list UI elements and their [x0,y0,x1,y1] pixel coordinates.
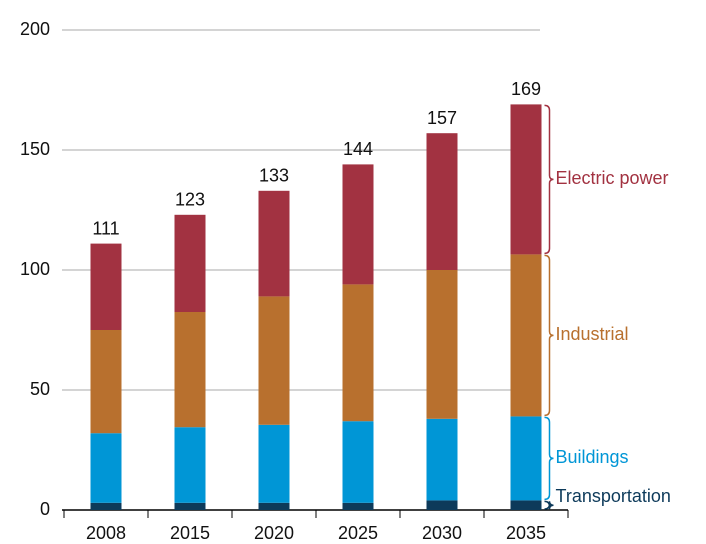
bar-segment [342,502,374,510]
bar-segment [174,214,206,312]
bar-segment [510,104,542,255]
legend-label: Electric power [556,168,669,188]
bar-segment [426,500,458,510]
total-label: 133 [259,166,289,186]
bar-segment [510,416,542,501]
total-label: 169 [511,79,541,99]
bar-segment [258,424,290,503]
bar-segment [342,421,374,503]
bar-segment [258,190,290,297]
x-tick-label: 2030 [422,523,462,543]
bar-segment [174,312,206,428]
y-tick-label: 50 [30,379,50,399]
bar-segment [342,164,374,285]
y-tick-label: 150 [20,139,50,159]
bar-segment [426,133,458,270]
bar-segment [426,270,458,419]
legend-label: Buildings [556,447,629,467]
total-label: 157 [427,108,457,128]
bar-segment [342,284,374,422]
legend-brace [544,500,554,510]
bar-segment [510,500,542,510]
y-tick-label: 200 [20,19,50,39]
y-tick-label: 100 [20,259,50,279]
x-tick-label: 2035 [506,523,546,543]
legend-label: Industrial [556,324,629,344]
total-label: 111 [92,218,119,238]
y-tick-label: 0 [40,499,50,519]
bar-segment [174,502,206,510]
x-tick-label: 2020 [254,523,294,543]
bar-segment [258,296,290,425]
total-label: 123 [175,190,205,210]
bar-segment [174,427,206,503]
legend-label: Transportation [556,486,671,506]
x-tick-label: 2025 [338,523,378,543]
bar-segment [90,502,122,510]
legend-brace [544,104,554,255]
bar-segment [426,418,458,501]
bar-segment [90,243,122,330]
bar-segment [90,433,122,503]
bar-segment [90,330,122,434]
x-tick-label: 2008 [86,523,126,543]
legend-brace [544,416,554,501]
x-tick-label: 2015 [170,523,210,543]
total-label: 144 [343,139,373,159]
bar-segment [258,502,290,510]
bar-segment [510,254,542,417]
legend-brace [544,254,554,417]
